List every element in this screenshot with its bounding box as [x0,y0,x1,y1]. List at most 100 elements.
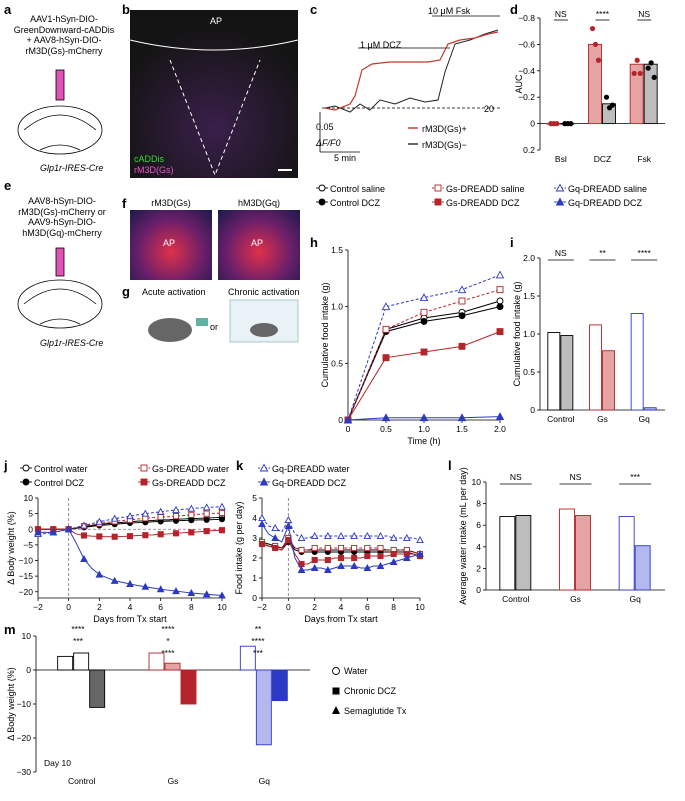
panel-f-region-gs: AP [163,238,176,248]
panel-j-chart-point [187,588,196,597]
panel-j-chart-point [142,532,149,539]
panel-k-chart-point [298,546,305,554]
panel-b-micrograph [130,10,298,178]
panel-j-chart-ytick: 5 [28,509,33,519]
panel-h-chart-xtick: 1.0 [418,424,430,434]
panel-d-chart: −0.8 −0.6 −0.4 −0.2 0 0.2 Bsl NS DCZ **** Fsk NS AUC [514,9,665,164]
panel-j-chart-point [96,533,103,540]
panel-m-sig: ** [255,624,262,634]
panel-k-chart-point [390,550,397,558]
panel-i-chart-ytick: 1.0 [523,329,535,339]
panel-i-chart-group-label: Gs [597,414,608,424]
panel-k-chart-point [337,554,345,562]
panel-j-chart-point [172,513,180,520]
panel-m-chart-bar [57,655,74,671]
panel-k-chart-point [402,553,411,562]
panel-d-category: Bsl [555,154,567,164]
panel-h-chart-point [343,415,353,424]
panel-j-chart-point [126,533,134,540]
panel-j-chart-point [202,590,211,598]
panel-j-chart-xtick: 8 [189,602,194,612]
panel-f-title-gs: rM3D(Gs) [151,198,191,208]
panel-k-chart-point [337,531,345,540]
legend-hi-marker-5 [555,197,565,206]
panel-d-bar-neg [643,63,658,125]
panel-g-acute-label: Acute activation [142,287,206,297]
panel-d-ytick: −0.8 [518,13,535,23]
legend-jk-marker-5 [259,477,269,486]
panel-j-chart-point [80,554,88,562]
panel-d-ytick: 0 [530,119,535,129]
panel-j-chart-point [49,528,58,536]
panel-k-chart-point [284,521,293,530]
panel-letter-h: h [310,235,318,250]
panel-j-chart-point [141,509,150,517]
panel-k-chart-point [376,561,385,570]
panel-d-bar-pos [629,63,644,125]
panel-i-chart-ytick: 0.5 [523,367,535,377]
panel-m-sig: **** [161,648,175,658]
panel-l-chart-group-label: Gs [570,594,581,604]
panel-m-chart-ytick: −30 [17,767,32,777]
panel-j-chart-point [188,529,195,536]
panel-m-chart-group-label: Gq [259,776,271,786]
panel-c-scale-unit: ΔF/F0 [316,138,341,148]
panel-d-point-neg [648,60,654,66]
panel-m-day-label: Day 10 [44,758,71,768]
panel-m-chart-group-label: Control [68,776,96,786]
panel-j-chart-point [111,533,118,540]
legend-jk-2: Gs-DREADD water [152,464,230,474]
panel-h-chart-point [496,328,504,336]
panel-k-chart-point [285,536,292,544]
panel-d-point-pos [637,70,643,77]
panel-h-chart-point [495,270,505,279]
panel-h-chart-point [496,286,504,294]
panel-letter-c: c [310,2,318,17]
panel-letter-g: g [122,284,130,299]
panel-d-point-neg [568,121,574,127]
panel-c-legend-pos: rM3D(Gs)+ [422,124,467,134]
panel-k-chart-point [310,563,319,572]
legend-jk-marker-2 [140,464,148,472]
panel-h-chart-point [420,317,428,325]
panel-letter-b: b [122,2,130,17]
panel-j-chart-point [80,521,88,529]
legend-jk-0: Control water [34,464,88,474]
panel-j-chart-point [126,512,134,520]
panel-i-chart: 0 0.5 1.0 1.5 2.0 Control NS Gs ** Gq **** Cumulati… [512,248,665,424]
panel-i-chart-sig: **** [638,248,652,258]
panel-m-chart-ytick: −20 [17,733,32,743]
legend-hi-marker-2 [434,184,442,192]
panel-l-chart-group-label: Gq [629,594,641,604]
panel-m-sig: * [166,636,170,646]
panel-d-point-pos [554,121,560,127]
panel-m-sig: *** [253,648,264,658]
panel-f-region-gq: AP [251,238,264,248]
panel-h-chart-point [382,354,390,362]
panel-j-chart-point [172,530,180,537]
panel-c-trace-pos [324,31,499,111]
panel-b-outline [129,39,299,177]
panel-i-chart-group-label: Control [547,414,575,424]
panel-j-chart-point [188,517,195,524]
panel-i-chart-ylabel: Cumulative food intake (g) [512,281,522,386]
panel-m-chart-bar [164,662,181,671]
panel-d-sig: NS [555,9,567,19]
panel-k-chart-xtick: 4 [339,602,344,612]
panel-f-image-gs [130,210,212,280]
legend-hi-marker-4 [555,183,565,192]
panel-j-chart-point [203,516,210,523]
panel-k-chart-xlabel: Days from Tx start [304,614,378,624]
panel-g-chronic-label: Chronic activation [228,287,300,297]
panel-j-chart-xlabel: Days from Tx start [93,614,167,624]
panel-d-point-neg [609,102,616,108]
panel-h-chart-xlabel: Time (h) [407,436,440,446]
panel-a-brain-schematic [17,69,103,155]
panel-m-chart-bar [239,645,256,671]
panel-l-chart-bar [634,545,651,591]
panel-l-chart: 0 2 4 6 8 10 Control NS Gs NS Gq *** Average water i… [458,467,665,605]
panel-m-sig: *** [73,636,84,646]
panel-h-chart-series-line-3 [347,331,501,421]
panel-i-chart-bar [547,332,561,411]
